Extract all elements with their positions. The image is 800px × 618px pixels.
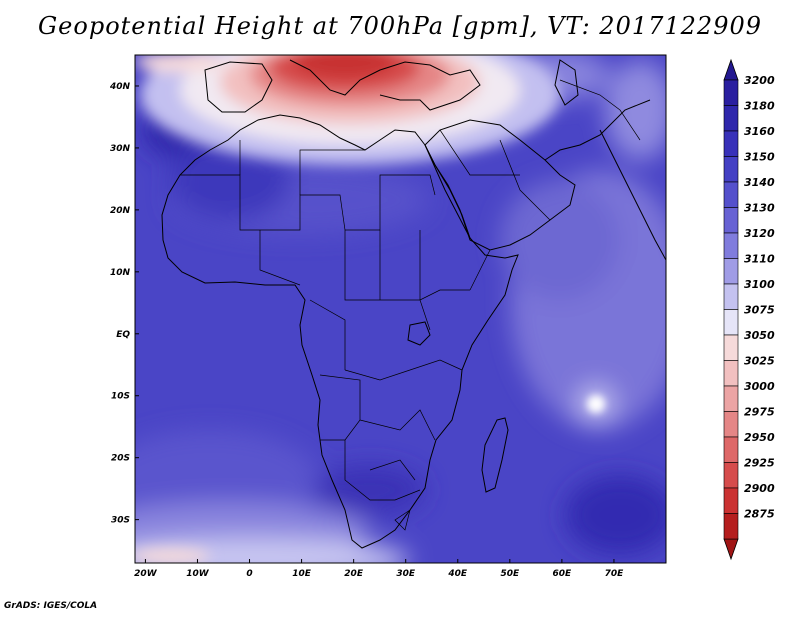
lon-tick-label-7: 50E — [500, 569, 520, 579]
colorbar-swatch-3140 — [723, 181, 739, 208]
colorbar-label-3140: 3140 — [744, 176, 775, 189]
colorbar-label-3025: 3025 — [744, 355, 775, 368]
italy-balkans-coast — [289, 59, 481, 111]
lon-tick-label-2: 0 — [246, 569, 252, 579]
colorbar-swatch-3200 — [723, 79, 739, 106]
lat-tick-label-4: EQ — [116, 330, 130, 340]
lat-tick-label-7: 30S — [111, 516, 130, 526]
colorbar-label-3100: 3100 — [744, 278, 775, 291]
colorbar-label-3120: 3120 — [744, 227, 775, 240]
colorbar-swatch-3130 — [723, 207, 739, 234]
colorbar-label-3160: 3160 — [744, 125, 775, 138]
coastlines — [161, 59, 666, 549]
lon-tick-label-4: 20E — [344, 569, 364, 579]
colorbar-swatch-3180 — [723, 105, 739, 132]
lat-tick-label-2: 20N — [110, 206, 131, 216]
lon-tick-label-9: 70E — [605, 569, 625, 579]
colorbar-label-3200: 3200 — [744, 74, 775, 87]
colorbar-label-2925: 2925 — [744, 457, 775, 470]
field-blobs — [135, 55, 666, 563]
persian-gulf — [544, 99, 651, 161]
mediterranean-trough — [135, 55, 560, 563]
lake-victoria — [407, 321, 431, 346]
colorbar-swatch-3100 — [723, 283, 739, 310]
iberia-coast — [204, 61, 273, 113]
colorbar-label-3075: 3075 — [744, 304, 775, 317]
india-coast — [599, 129, 666, 261]
colorbar-swatch-2875 — [723, 513, 739, 540]
grads-credit: GrADS: IGES/COLA — [4, 601, 98, 611]
colorbar-swatch-3000 — [723, 385, 739, 412]
madagascar-coast — [481, 417, 509, 493]
lat-tick-label-1: 30N — [110, 144, 131, 154]
lat-tick-label-6: 20S — [111, 454, 130, 464]
colorbar: 3200 3180 3160 3150 3140 3130 3120 3110 3100 3075… — [723, 58, 775, 561]
colorbar-swatch-3050 — [723, 334, 739, 361]
lat-tick-label-5: 10S — [111, 392, 130, 402]
colorbar-swatch-3110 — [723, 258, 739, 285]
latitude-axis: 40N 30N 20N 10N EQ 10S 20S 30S — [109, 82, 139, 526]
lon-tick-label-1: 10W — [186, 569, 210, 579]
colorbar-label-3150: 3150 — [744, 151, 775, 164]
colorbar-swatch-3160 — [723, 130, 739, 157]
map-title: Geopotential Height at 700hPa [gpm], VT:… — [38, 12, 762, 40]
longitude-axis: 20W 10W 0 10E 20E 30E 40E 50E 60E 70E — [134, 559, 624, 579]
colorbar-swatch-2950 — [723, 436, 739, 463]
country-borders — [180, 79, 641, 531]
colorbar-swatch-3075 — [723, 309, 739, 336]
colorbar-label-3000: 3000 — [744, 380, 775, 393]
lon-tick-label-5: 30E — [396, 569, 416, 579]
plot-frame — [134, 54, 667, 564]
caspian-sea — [554, 59, 579, 106]
lon-tick-label-6: 40E — [447, 569, 468, 579]
colorbar-swatch-3120 — [723, 232, 739, 259]
colorbar-label-2950: 2950 — [744, 431, 775, 444]
colorbar-swatch-3025 — [723, 360, 739, 387]
lat-tick-label-3: 10N — [110, 268, 131, 278]
lon-tick-label-0: 20W — [134, 569, 158, 579]
colorbar-label-3130: 3130 — [744, 202, 775, 215]
colorbar-label-3180: 3180 — [744, 100, 775, 113]
colorbar-swatch-2900 — [723, 487, 739, 514]
colorbar-swatch-2925 — [723, 462, 739, 489]
height-field — [135, 55, 666, 563]
colorbar-label-3050: 3050 — [744, 329, 775, 342]
arabia-coast — [424, 119, 576, 251]
colorbar-swatch-2975 — [723, 411, 739, 438]
lon-tick-label-8: 60E — [553, 569, 573, 579]
lat-tick-label-0: 40N — [109, 82, 131, 92]
colorbar-label-2975: 2975 — [744, 406, 775, 419]
colorbar-bottom-arrow — [723, 538, 739, 561]
colorbar-label-3110: 3110 — [744, 253, 775, 266]
colorbar-swatch-3150 — [723, 156, 739, 183]
colorbar-top-arrow — [723, 58, 739, 81]
colorbar-label-2875: 2875 — [744, 508, 775, 521]
red-sea-line — [424, 144, 471, 239]
colorbar-label-2900: 2900 — [744, 482, 775, 495]
lon-tick-label-3: 10E — [292, 569, 312, 579]
